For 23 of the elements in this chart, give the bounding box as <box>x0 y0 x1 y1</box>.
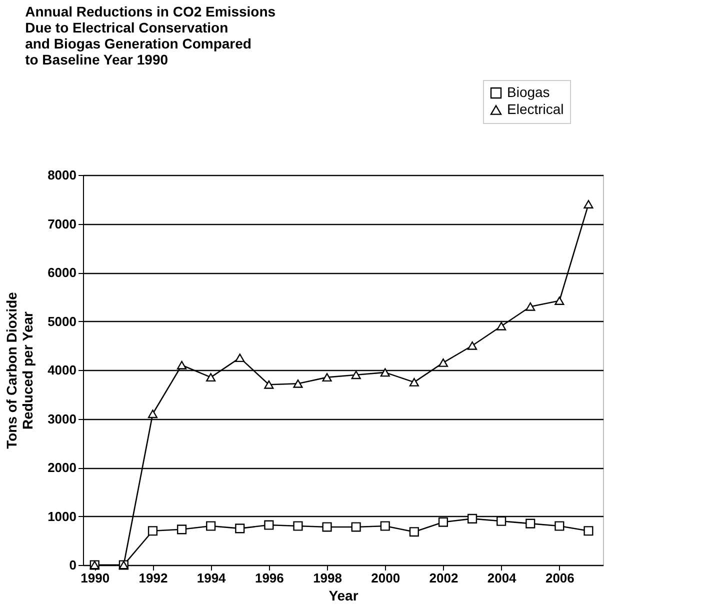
y-tick-label: 2000 <box>48 460 76 475</box>
y-tick-label: 3000 <box>48 411 76 426</box>
y-tick-label: 6000 <box>48 265 76 280</box>
legend-label: Electrical <box>507 101 564 117</box>
x-tick-label: 2000 <box>371 570 400 586</box>
x-tick-label: 1998 <box>313 570 342 586</box>
x-tick-label: 1996 <box>254 570 284 586</box>
y-tick-label: 1000 <box>48 508 76 524</box>
x-tick-label: 1990 <box>80 570 110 586</box>
x-axis-title: Year <box>328 588 359 604</box>
y-tick-label: 4000 <box>48 362 76 378</box>
x-tick-label: 1992 <box>138 570 168 586</box>
y-axis-title: Tons of Carbon Dioxide Reduced per Year <box>4 292 36 449</box>
y-tick-label: 5000 <box>48 314 76 329</box>
x-tick-label: 2004 <box>487 570 518 586</box>
y-tick-label: 8000 <box>48 168 76 182</box>
x-tick-label: 2006 <box>545 570 574 586</box>
x-tick-label: 1994 <box>196 570 227 586</box>
x-tick-label: 2002 <box>429 570 458 586</box>
legend-label: Biogas <box>507 84 550 100</box>
chart-title: Annual Reductions in CO2 Emissions Due to Electrical Conservation and Biogas Generation Compared to Baseline Year 1990 <box>25 4 276 68</box>
y-tick-label: 7000 <box>48 216 76 232</box>
y-tick-label: 0 <box>69 558 76 572</box>
